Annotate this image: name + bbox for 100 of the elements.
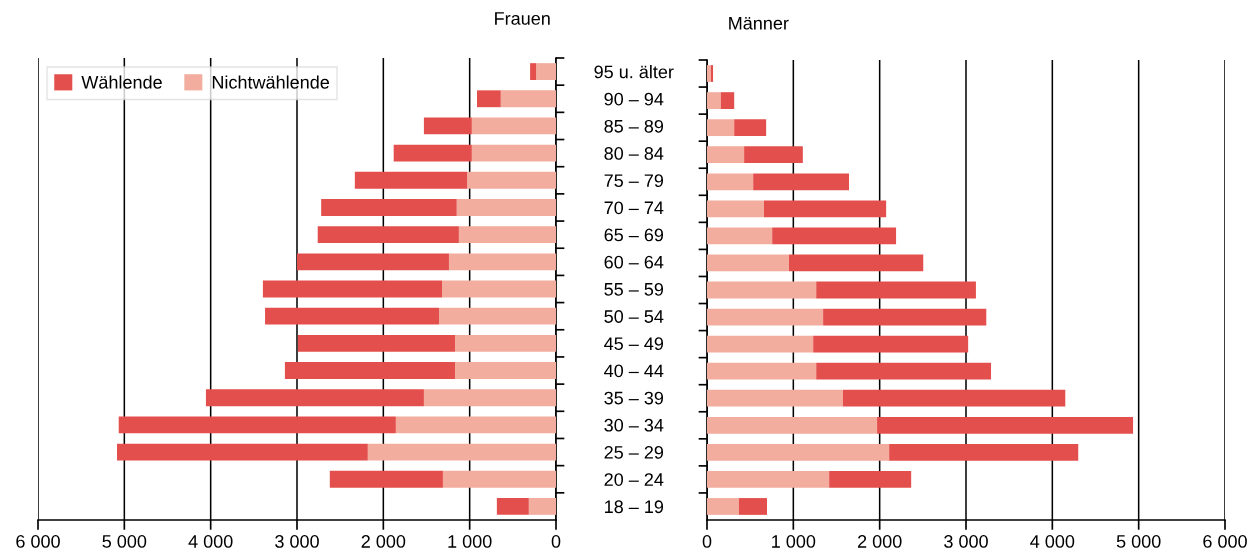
y-tick-label: 85 – 89: [604, 119, 664, 133]
x-tick-label: 5 000: [1116, 535, 1161, 548]
bar: [297, 334, 455, 352]
bar: [763, 200, 887, 218]
bar: [454, 362, 556, 379]
x-tick-label: 6 000: [16, 535, 60, 548]
bar: [395, 416, 556, 434]
y-tick-label: 65 – 69: [604, 228, 664, 242]
bar: [467, 171, 556, 189]
y-tick-label: 45 – 49: [604, 337, 664, 351]
bar: [458, 226, 556, 244]
x-tick-label: 2 000: [361, 535, 406, 548]
bar: [530, 63, 537, 81]
y-tick-label: 35 – 39: [604, 391, 664, 405]
bar: [284, 362, 455, 379]
bar: [829, 471, 912, 488]
bar: [496, 497, 529, 515]
bar: [454, 334, 556, 352]
legend-label: Wählende: [81, 75, 162, 89]
bar: [117, 443, 368, 461]
bar: [744, 146, 803, 164]
y-tick-label: 25 – 29: [604, 445, 664, 459]
bar: [842, 389, 1066, 407]
bar: [456, 199, 556, 216]
y-tick-label: 50 – 54: [604, 310, 664, 323]
bar: [707, 200, 764, 218]
chart-title: Männer: [729, 17, 789, 30]
bar: [877, 416, 1134, 434]
x-tick-label: 6 000: [1203, 535, 1247, 548]
bar: [423, 389, 556, 407]
bar: [423, 117, 472, 135]
x-tick-label: 4 000: [1030, 535, 1075, 548]
chart-title: Frauen: [495, 12, 550, 25]
bar: [734, 119, 767, 137]
bar: [789, 254, 924, 272]
bar: [439, 307, 556, 325]
bar: [477, 90, 501, 108]
bar: [321, 199, 457, 216]
bar: [707, 254, 790, 272]
bar: [393, 144, 472, 162]
bar: [707, 443, 890, 461]
bar: [448, 253, 556, 271]
bar: [442, 470, 556, 488]
x-tick-label: 5 000: [102, 535, 147, 548]
bar: [205, 389, 424, 407]
bar: [707, 308, 824, 326]
bar: [816, 362, 992, 380]
bar: [367, 443, 556, 461]
bar: [707, 471, 830, 488]
bar: [442, 280, 556, 298]
bar: [707, 362, 817, 380]
y-tick-label: 55 – 59: [604, 282, 664, 296]
bar: [823, 308, 987, 326]
y-tick-label: 60 – 64: [604, 255, 664, 269]
x-tick-label: 1 000: [772, 535, 816, 548]
y-tick-label: 70 – 74: [604, 201, 664, 215]
bar: [528, 497, 556, 515]
bar: [707, 335, 814, 353]
bar: [471, 117, 556, 135]
bar: [707, 498, 739, 515]
bar: [317, 226, 459, 244]
y-tick-label: 18 – 19: [605, 500, 664, 514]
x-tick-label: 0: [702, 535, 712, 548]
x-tick-label: 1 000: [448, 535, 492, 548]
bar: [738, 498, 767, 515]
bar: [297, 253, 449, 271]
bar: [354, 171, 468, 189]
x-tick-label: 3 000: [944, 535, 988, 548]
bar: [707, 227, 773, 245]
bar: [707, 281, 817, 299]
bar: [707, 416, 878, 434]
x-tick-label: 2 000: [857, 535, 902, 548]
bar: [720, 92, 735, 109]
bar: [772, 227, 897, 245]
bar: [262, 280, 443, 298]
bar: [536, 63, 556, 81]
bar: [329, 470, 443, 488]
bar: [118, 416, 396, 434]
y-tick-label: 20 – 24: [604, 473, 664, 486]
y-tick-label: 75 – 79: [604, 174, 664, 188]
y-tick-label: 90 – 94: [604, 92, 664, 106]
y-tick-label: 40 – 44: [604, 364, 664, 378]
bar: [265, 307, 440, 325]
bar: [707, 173, 754, 191]
y-tick-label: 30 – 34: [604, 418, 664, 432]
bar: [707, 119, 735, 137]
bar: [707, 389, 843, 407]
y-tick-label: 95 u. älter: [594, 65, 674, 79]
bar: [753, 173, 850, 191]
bar: [707, 92, 721, 109]
bar: [816, 281, 976, 299]
x-tick-label: 0: [551, 535, 561, 548]
bar: [813, 335, 969, 353]
bar: [471, 144, 556, 162]
x-tick-label: 4 000: [188, 535, 233, 548]
y-tick-label: 80 – 84: [604, 147, 664, 160]
bar: [889, 443, 1079, 461]
bar: [707, 146, 745, 164]
x-tick-label: 3 000: [275, 535, 319, 548]
bar: [500, 90, 556, 108]
